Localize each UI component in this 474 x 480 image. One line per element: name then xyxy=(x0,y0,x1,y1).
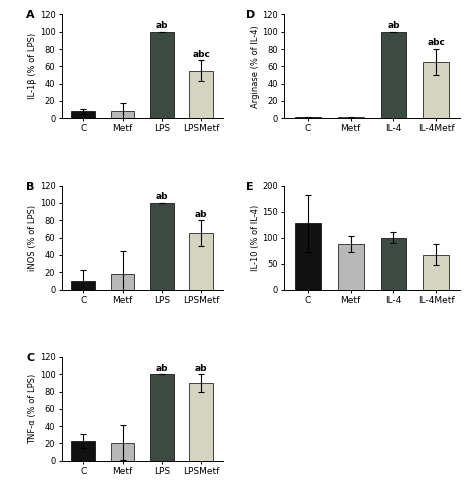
Bar xyxy=(381,32,406,118)
Bar xyxy=(338,244,364,289)
Bar xyxy=(72,111,95,118)
Bar xyxy=(72,441,95,461)
Bar xyxy=(72,281,95,289)
Y-axis label: IL-1β (% of LPS): IL-1β (% of LPS) xyxy=(28,33,37,99)
Bar xyxy=(150,203,173,289)
Y-axis label: IL-10 (% of IL-4): IL-10 (% of IL-4) xyxy=(251,204,260,271)
Bar xyxy=(111,443,134,461)
Text: ab: ab xyxy=(195,210,208,218)
Text: A: A xyxy=(26,10,35,20)
Bar xyxy=(338,117,364,118)
Text: ab: ab xyxy=(387,21,400,30)
Bar xyxy=(381,238,406,289)
Text: D: D xyxy=(246,10,255,20)
Bar xyxy=(295,223,321,289)
Text: ab: ab xyxy=(195,363,208,372)
Bar xyxy=(423,62,449,118)
Text: E: E xyxy=(246,181,254,192)
Text: ab: ab xyxy=(155,192,168,201)
Text: abc: abc xyxy=(192,50,210,60)
Bar xyxy=(150,32,173,118)
Text: B: B xyxy=(26,181,35,192)
Y-axis label: TNF-α (% of LPS): TNF-α (% of LPS) xyxy=(28,374,37,444)
Y-axis label: iNOS (% of LPS): iNOS (% of LPS) xyxy=(28,204,37,271)
Text: C: C xyxy=(26,353,34,363)
Bar xyxy=(111,111,134,118)
Y-axis label: Arginase (% of IL-4): Arginase (% of IL-4) xyxy=(251,25,260,108)
Text: ab: ab xyxy=(155,21,168,30)
Bar xyxy=(111,274,134,289)
Text: abc: abc xyxy=(428,38,445,47)
Bar xyxy=(190,71,213,118)
Bar xyxy=(150,374,173,461)
Bar xyxy=(190,233,213,289)
Bar xyxy=(295,117,321,118)
Text: ab: ab xyxy=(155,363,168,372)
Bar xyxy=(190,383,213,461)
Bar xyxy=(423,255,449,289)
